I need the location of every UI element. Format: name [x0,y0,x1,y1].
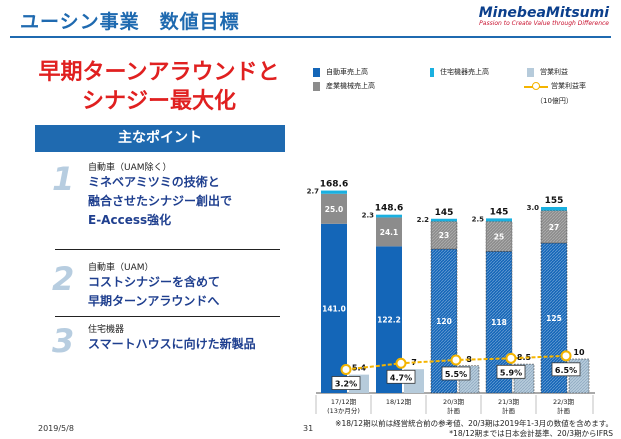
point-category: 住宅機器 [88,325,125,335]
page-number: 31 [303,424,314,433]
legend-industrial: 産業機械売上高 [313,81,375,91]
margin-point [505,352,517,364]
page-title: ユーシン事業 数値目標 [20,11,240,33]
point-line: E-Access強化 [88,213,172,227]
headline-line-1: 早期ターンアラウンドと [38,60,280,85]
margin-label-box [386,369,416,384]
total-sales-label: 148.6 [375,204,403,214]
category-label: 計画 [447,406,460,415]
industrial-sales-label: 23 [439,231,449,240]
category-label: 17/12期 [331,398,357,406]
margin-label: 5.5% [445,370,467,379]
title-bar: ユーシン事業 数値目標 MinebeaMitsumi Passion to Cr… [0,0,621,38]
auto-sales-bar [321,223,347,393]
margin-label-box [441,366,471,381]
housing-sales-bar [376,214,402,218]
point-line: 早期ターンアラウンドへ [88,294,220,308]
margin-point [395,357,407,369]
legend-unit: （10億円） [536,97,573,105]
headline-line-2: シナジー最大化 [81,89,236,114]
margin-point [450,354,462,366]
housing-sales-bar [486,218,512,222]
margin-point [340,364,352,376]
margin-label-box [496,364,526,379]
point-category: 自動車（UAM） [88,263,154,273]
margin-label: 5.9% [500,368,522,377]
legend-auto: 自動車売上高 [313,67,368,77]
auto-sales-label: 122.2 [377,316,401,325]
legend-housing: 住宅機器売上高 [430,67,489,77]
housing-sales-label: 2.7 [307,188,320,196]
housing-sales-bar [321,190,347,194]
footer-date: 2019/5/8 [38,424,74,433]
divider [55,249,280,250]
operating-income-label: 10 [573,348,585,357]
category-label: (13か月分) [327,406,360,415]
category-label: 計画 [557,406,570,415]
category-label: 22/3期 [553,398,575,406]
points-heading: 主なポイント [35,125,285,152]
divider [55,316,280,317]
housing-sales-label: 3.0 [527,204,540,212]
housing-sales-label: 2.2 [417,216,430,224]
logo-tagline: Passion to Create Value through Differen… [479,20,609,27]
housing-sales-label: 2.3 [362,212,375,220]
category-label: 計画 [502,406,515,415]
headline: 早期ターンアラウンドと シナジー最大化 [24,58,294,116]
footer-note-2: *18/12期までは日本会計基準、20/3期からIFRS [449,429,613,438]
total-sales-label: 145 [490,207,509,217]
industrial-sales-bar [321,193,347,224]
point-category: 自動車（UAM除く） [88,163,172,173]
margin-label-box [331,376,361,390]
industrial-sales-bar [485,221,513,252]
operating-income-label: 8.5 [517,353,532,362]
point-number: 1 [52,160,75,198]
industrial-sales-bar [430,221,458,250]
point-line: スマートハウスに向けた新製品 [88,337,256,351]
auto-sales-bar [376,246,402,393]
logo-name: MinebeaMitsumi [478,5,609,21]
legend-opincome: 営業利益 [527,67,568,77]
point-line: ミネベアミツミの技術と [88,175,220,189]
industrial-sales-label: 27 [549,223,559,232]
point-number: 2 [52,260,75,298]
auto-sales-label: 125 [546,314,562,323]
point-line: 融合させたシナジー創出で [88,194,233,208]
point-line: コストシナジーを含めて [88,275,221,289]
housing-sales-bar [541,207,567,211]
category-label: 18/12期 [386,398,412,406]
industrial-sales-label: 25.0 [325,205,344,214]
title-underline [10,36,611,38]
industrial-sales-label: 24.1 [380,228,399,237]
industrial-sales-label: 25 [494,232,504,241]
industrial-sales-bar [540,210,568,244]
margin-marker-icon [524,81,548,91]
industrial-sales-bar [376,217,402,247]
auto-sales-label: 118 [491,318,507,327]
footer-note-1: ※18/12期以前は経営統合前の参考値、20/3期は2019年1-3月の数値を含… [335,419,613,428]
category-label: 20/3期 [443,398,465,406]
total-sales-label: 168.6 [320,180,348,190]
housing-sales-bar [431,218,457,222]
auto-sales-label: 141.0 [322,304,346,313]
category-label: 21/3期 [498,398,520,406]
total-sales-label: 145 [435,208,454,218]
margin-point [560,350,572,362]
point-number: 3 [52,322,75,360]
legend-margin: 営業利益率 [524,81,586,91]
housing-sales-label: 2.5 [472,215,485,223]
margin-label: 4.7% [390,373,412,382]
margin-label: 6.5% [555,366,577,375]
total-sales-label: 155 [545,196,564,206]
auto-sales-label: 120 [436,317,452,326]
margin-label: 3.2% [335,380,357,389]
company-logo: MinebeaMitsumi Passion to Create Value t… [479,5,609,27]
margin-label-box [551,362,581,377]
